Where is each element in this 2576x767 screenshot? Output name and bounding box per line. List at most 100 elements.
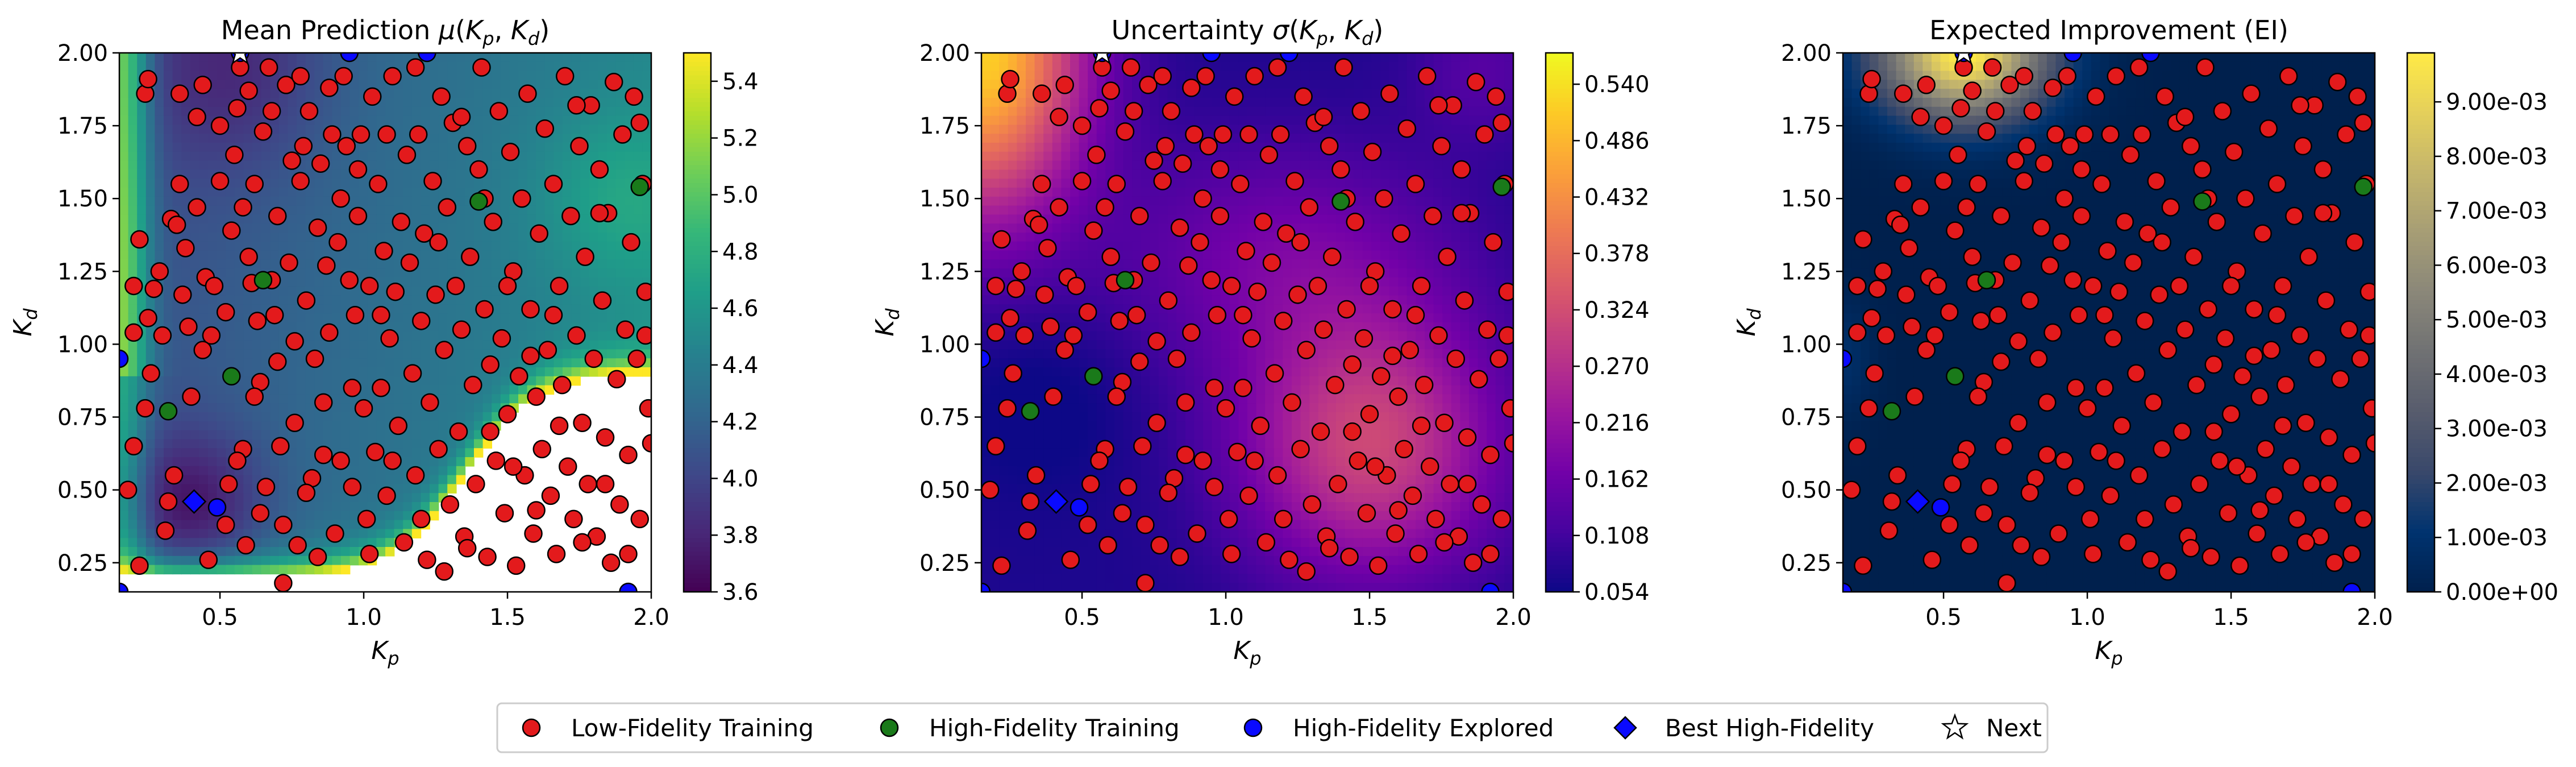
heatmap-cell [438,304,448,314]
heatmap-cell [1079,151,1088,161]
heatmap-cell [607,340,617,350]
heatmap-cell [509,115,519,126]
heatmap-cell [465,53,475,63]
heatmap-cell [403,295,413,305]
heatmap-cell [145,502,156,512]
heatmap-cell [261,89,270,98]
heatmap-cell [208,466,218,476]
heatmap-cell [554,331,563,341]
heatmap-cell [633,160,643,171]
low-fidelity-point [210,172,230,190]
heatmap-cell [981,134,991,143]
heatmap-cell [403,188,413,197]
heatmap-cell [1141,331,1151,341]
heatmap-cell [1061,403,1071,413]
heatmap-cell [625,259,634,269]
heatmap-cell [243,340,253,350]
heatmap-cell [607,322,617,332]
heatmap-cell [1026,457,1035,467]
heatmap-cell [625,61,634,72]
heatmap-cell [1043,520,1053,530]
heatmap-cell [1017,583,1026,592]
colorbar-segment [684,358,711,363]
heatmap-cell [509,179,519,188]
heatmap-cell [314,115,324,126]
heatmap-cell [447,403,457,413]
heatmap-cell [359,421,368,431]
heatmap-cell [297,250,306,260]
heatmap-cell [1150,115,1159,126]
heatmap-cell [217,430,226,440]
heatmap-cell [999,574,1009,583]
heatmap-cell [208,457,218,467]
heatmap-cell [145,196,156,206]
heatmap-cell [119,529,129,538]
heatmap-cell [598,125,607,134]
heatmap-cell [199,61,209,72]
heatmap-cell [1079,295,1088,305]
heatmap-cell [128,457,138,467]
heatmap-cell [580,304,590,314]
heatmap-cell [252,340,262,350]
heatmap-cell [990,125,1000,134]
low-fidelity-point [305,349,324,368]
heatmap-cell [598,134,607,143]
heatmap-cell [474,286,484,296]
heatmap-cell [1034,277,1044,287]
heatmap-cell [456,349,466,359]
heatmap-cell [332,268,342,278]
heatmap-cell [341,394,351,404]
heatmap-cell [394,322,403,332]
heatmap-cell [1017,511,1026,521]
colorbar-segment [684,179,711,184]
heatmap-cell [1203,250,1213,260]
heatmap-cell [474,179,484,188]
heatmap-cell [1061,143,1071,152]
heatmap-cell [598,367,607,377]
heatmap-cell [349,457,359,467]
heatmap-cell [359,151,368,161]
heatmap-cell [190,529,200,538]
heatmap-cell [270,340,280,350]
heatmap-cell [1026,134,1035,143]
low-fidelity-point [555,67,575,86]
heatmap-cell [1159,313,1168,323]
heatmap-cell [500,233,510,242]
heatmap-cell [518,143,528,152]
heatmap-cell [155,313,164,323]
colorbar-segment [684,291,711,296]
heatmap-cell [341,340,351,350]
heatmap-cell [226,555,235,566]
heatmap-cell [359,340,368,350]
colorbar-segment [684,385,711,391]
heatmap-cell [137,340,147,350]
heatmap-cell [430,475,439,485]
heatmap-cell [172,520,182,530]
colorbar-segment [684,565,711,570]
heatmap-cell [447,358,457,368]
heatmap-cell [411,430,422,440]
heatmap-cell [1034,106,1044,117]
heatmap-cell [999,259,1009,269]
colorbar-segment [684,457,711,462]
heatmap-cell [1070,448,1080,458]
heatmap-cell [518,233,528,242]
heatmap-cell [181,466,191,476]
low-fidelity-point [354,399,373,418]
heatmap-cell [137,134,147,143]
heatmap-cell [305,89,315,98]
heatmap-cell [1043,358,1053,368]
heatmap-cell [1026,583,1035,592]
heatmap-cell [341,538,351,548]
heatmap-cell [217,250,226,260]
low-fidelity-point [228,451,247,470]
heatmap-cell [234,179,244,188]
heatmap-cell [1194,106,1204,117]
colorbar-segment [684,61,711,67]
heatmap-cell [1150,205,1159,215]
heatmap-cell [492,313,501,323]
heatmap-cell [278,143,289,152]
low-fidelity-point [297,291,316,310]
heatmap-cell [1185,349,1195,359]
heatmap-cell [1150,106,1159,117]
